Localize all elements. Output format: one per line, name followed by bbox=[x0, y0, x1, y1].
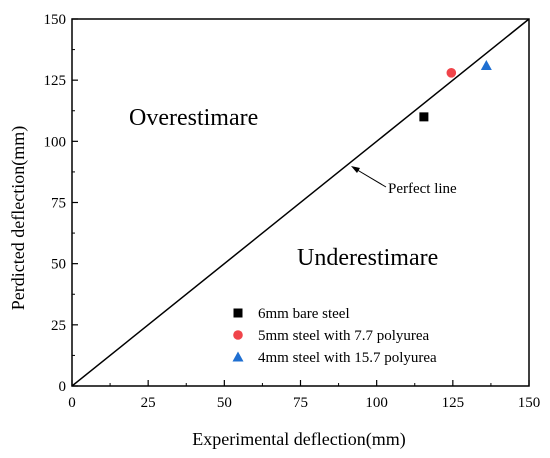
y-tick-label: 75 bbox=[51, 196, 66, 212]
data-point-circle bbox=[446, 68, 457, 78]
data-point-triangle bbox=[480, 59, 492, 70]
legend-label: 6mm bare steel bbox=[258, 306, 350, 322]
x-tick-label: 0 bbox=[68, 395, 76, 411]
perfect-line-arrow-shaft bbox=[353, 167, 387, 188]
underestimate-label: Underestimare bbox=[297, 245, 438, 271]
overestimate-label: Overestimare bbox=[129, 105, 258, 131]
data-point-square bbox=[419, 112, 429, 122]
y-tick-label: 100 bbox=[44, 134, 67, 150]
x-tick-label: 100 bbox=[365, 395, 388, 411]
y-tick-label: 50 bbox=[51, 257, 66, 273]
y-tick-label: 125 bbox=[44, 73, 67, 89]
legend-marker-triangle bbox=[232, 351, 244, 362]
y-axis-title: Perdicted deflection(mm) bbox=[8, 126, 29, 310]
legend-marker-square bbox=[233, 308, 243, 318]
legend-label: 4mm steel with 15.7 polyurea bbox=[258, 350, 437, 366]
data-points bbox=[419, 59, 492, 122]
y-tick-label: 0 bbox=[59, 379, 67, 395]
x-tick-label: 75 bbox=[293, 395, 308, 411]
legend-label: 5mm steel with 7.7 polyurea bbox=[258, 328, 430, 344]
perfect-line-label: Perfect line bbox=[388, 181, 457, 197]
x-tick-label: 150 bbox=[518, 395, 541, 411]
y-tick-label: 25 bbox=[51, 318, 66, 334]
perfect-line-arrowhead bbox=[351, 166, 360, 173]
legend-marker-circle bbox=[233, 330, 243, 340]
x-tick-label: 25 bbox=[141, 395, 156, 411]
legend: 6mm bare steel 5mm steel with 7.7 polyure… bbox=[232, 306, 437, 366]
perfect-line bbox=[71, 18, 530, 387]
x-tick-label: 125 bbox=[442, 395, 465, 411]
x-tick-label: 50 bbox=[217, 395, 232, 411]
y-axis-ticks: 0 25 50 75 100 125 150 bbox=[44, 12, 78, 395]
x-axis-ticks: 0 25 50 75 100 125 150 bbox=[68, 380, 540, 411]
y-tick-label: 150 bbox=[44, 12, 67, 28]
x-axis-title: Experimental deflection(mm) bbox=[192, 429, 405, 450]
